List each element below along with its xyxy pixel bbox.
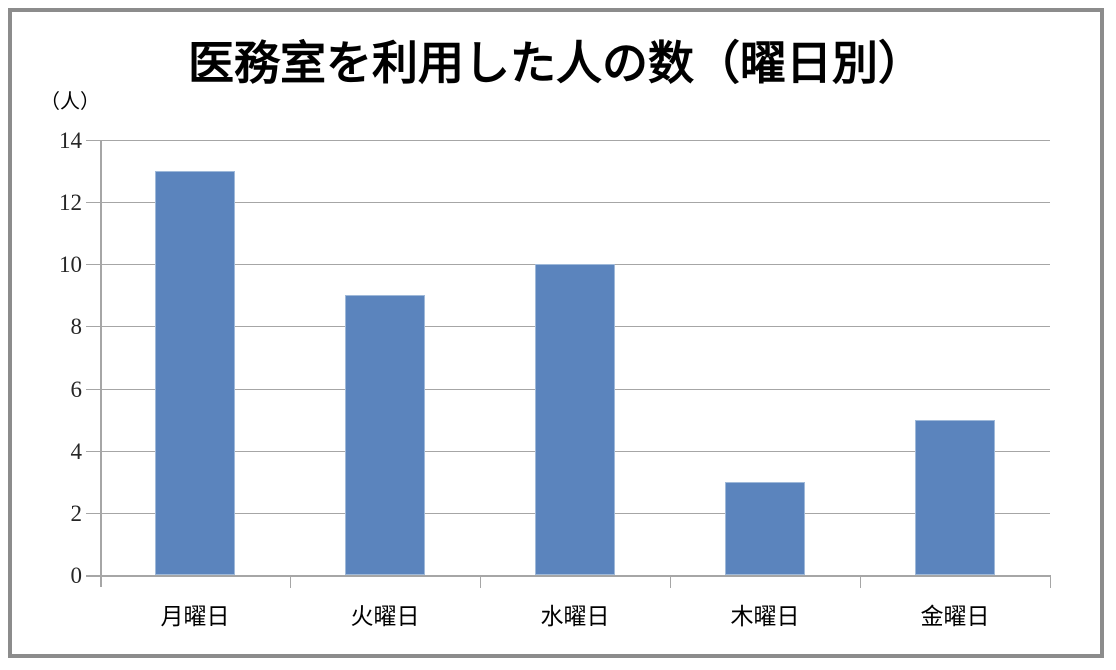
bar[interactable] xyxy=(724,481,806,575)
x-axis-category-label: 金曜日 xyxy=(920,604,990,630)
y-axis-tick xyxy=(86,512,100,514)
y-axis-tick-label: 0 xyxy=(70,563,83,588)
y-axis-tick-label: 6 xyxy=(70,376,83,402)
y-axis-tick xyxy=(86,202,100,204)
chart-canvas: 医務室を利用した人の数（曜日別） （人） 14 12 10 8 6 4 2 0 月曜日 火曜日 水… xyxy=(12,12,1100,654)
x-axis-end-tick xyxy=(1050,575,1051,588)
x-axis-category-label: 月曜日 xyxy=(160,604,230,630)
x-axis-line xyxy=(86,575,1050,577)
y-axis-tick-label-group: 14 12 10 8 6 4 2 0 xyxy=(12,12,82,654)
gridline xyxy=(100,202,1050,204)
y-axis-tick xyxy=(86,450,100,452)
x-axis-category-tick xyxy=(670,575,671,588)
y-axis-tick xyxy=(86,264,100,266)
chart-title: 医務室を利用した人の数（曜日別） xyxy=(188,36,924,90)
y-axis-line xyxy=(100,140,102,587)
x-axis-category-label: 木曜日 xyxy=(730,604,800,630)
plot-area xyxy=(100,140,1050,576)
bar[interactable] xyxy=(534,264,616,575)
bar[interactable] xyxy=(154,171,236,575)
y-axis-tick-label: 14 xyxy=(59,128,82,153)
x-axis-category-label: 水曜日 xyxy=(540,604,610,630)
bar[interactable] xyxy=(914,419,996,575)
y-axis-tick-label: 8 xyxy=(70,314,83,340)
y-axis-unit-label: （人） xyxy=(40,89,100,113)
chart-frame: 医務室を利用した人の数（曜日別） （人） 14 12 10 8 6 4 2 0 月曜日 火曜日 水… xyxy=(8,8,1104,658)
y-axis-tick xyxy=(86,140,100,141)
gridline xyxy=(100,140,1050,141)
y-axis-tick xyxy=(86,575,100,576)
y-axis-tick-label: 2 xyxy=(70,500,83,526)
y-axis-tick xyxy=(86,326,100,328)
x-axis-category-tick xyxy=(290,575,291,588)
y-axis-tick-label: 12 xyxy=(59,190,82,216)
y-axis-tick-label: 10 xyxy=(59,252,82,278)
bar[interactable] xyxy=(344,295,426,575)
x-axis-category-tick xyxy=(860,575,861,588)
y-axis-tick-label: 4 xyxy=(70,438,83,464)
x-axis-category-label: 火曜日 xyxy=(350,604,420,630)
y-axis-tick xyxy=(86,388,100,390)
x-axis-category-tick xyxy=(480,575,481,588)
